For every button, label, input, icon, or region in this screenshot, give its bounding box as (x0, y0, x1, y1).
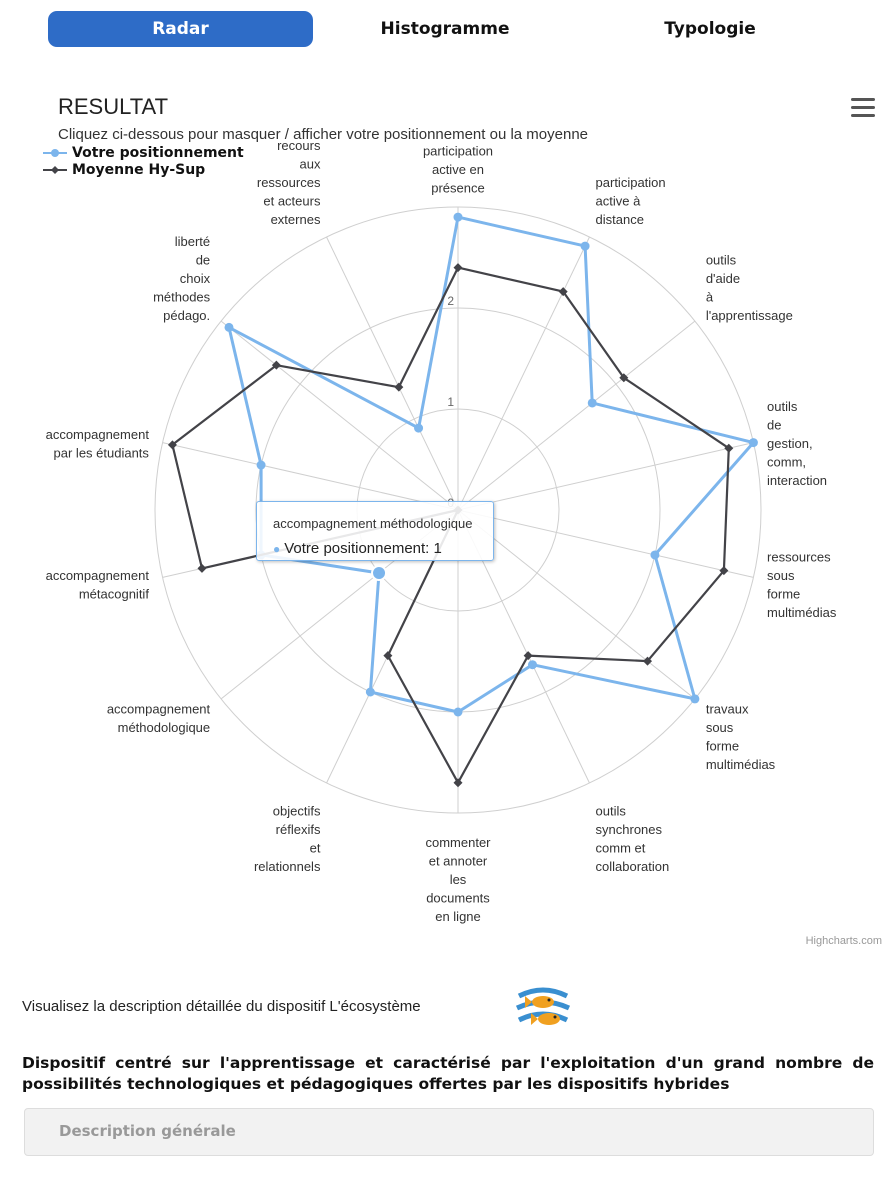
tooltip-title: accompagnement méthodologique (273, 516, 473, 531)
data-point-moyenne[interactable] (619, 373, 629, 383)
data-point-moyenne[interactable] (167, 440, 177, 450)
category-label: accompagnement métacognitif (46, 568, 150, 602)
chart-tooltip: accompagnement méthodologique ● Votre pos… (256, 501, 494, 561)
data-point-votre[interactable] (587, 398, 597, 408)
data-point-votre[interactable] (453, 707, 463, 717)
data-point-moyenne[interactable] (719, 566, 729, 576)
category-label: liberté de choix méthodes pédago. (153, 234, 211, 323)
data-point-moyenne[interactable] (523, 651, 533, 661)
category-label: ressources sous forme multimédias (767, 550, 837, 621)
category-label: travaux sous forme multimédias (706, 702, 776, 773)
tab-histogramme[interactable]: Histogramme (380, 19, 510, 39)
legend-label-moyenne: Moyenne Hy-Sup (72, 162, 206, 178)
data-point-votre[interactable] (580, 241, 590, 251)
tab-radar[interactable]: Radar (48, 11, 313, 47)
tooltip-value: Votre positionnement: 1 (284, 540, 442, 557)
legend-item-votre[interactable]: Votre positionnement (42, 145, 244, 161)
category-label: commenter et annoter les documents en ligne (425, 835, 491, 924)
description-link-text: Visualisez la description détaillée du d… (22, 998, 421, 1015)
grid-spoke (326, 236, 459, 511)
data-point-votre[interactable] (224, 322, 234, 332)
grid-spoke (457, 509, 754, 578)
device-description: Dispositif centré sur l'apprentissage et… (22, 1054, 874, 1093)
grid-spoke (220, 320, 459, 511)
data-point-votre[interactable] (527, 660, 537, 670)
data-point-votre[interactable] (748, 438, 758, 448)
data-point-votre[interactable] (690, 694, 700, 704)
data-point-moyenne[interactable] (383, 651, 393, 661)
data-point-votre[interactable] (650, 550, 660, 560)
y-tick-label: 1 (447, 395, 454, 409)
grid-spoke (162, 442, 459, 511)
hamburger-menu-icon[interactable] (851, 98, 875, 120)
legend-symbol-votre (43, 149, 67, 157)
category-label: outils synchrones comm et collaboration (596, 804, 670, 875)
category-label: participation active à distance (596, 175, 666, 227)
y-tick-label: 2 (447, 294, 454, 308)
data-point-moyenne[interactable] (197, 563, 207, 573)
grid-spoke (457, 509, 696, 700)
data-point-moyenne[interactable] (453, 263, 463, 273)
tab-typologie[interactable]: Typologie (664, 19, 756, 39)
series-line-votre (227, 215, 755, 714)
data-point-votre[interactable] (256, 460, 266, 470)
tooltip-body: ● Votre positionnement: 1 (273, 540, 442, 557)
category-label: accompagnement par les étudiants (46, 427, 150, 461)
description-generale-panel[interactable]: Description générale (24, 1108, 874, 1156)
data-point-moyenne[interactable] (724, 443, 734, 453)
category-label: participation active en présence (423, 144, 493, 196)
data-point-moyenne[interactable] (394, 382, 404, 392)
data-point-votre[interactable] (365, 687, 375, 697)
legend-item-moyenne[interactable]: Moyenne Hy-Sup (42, 162, 205, 178)
data-point-votre[interactable] (453, 212, 463, 222)
chart-subtitle: Cliquez ci-dessous pour masquer / affich… (58, 126, 589, 143)
grid-spoke (457, 442, 754, 511)
data-point-moyenne[interactable] (643, 656, 653, 666)
data-point-moyenne[interactable] (271, 360, 281, 370)
data-point-moyenne[interactable] (453, 778, 463, 788)
category-label: objectifs réflexifs et relationnels (254, 804, 321, 875)
category-label: outils de gestion, comm, interaction (767, 399, 827, 488)
data-point-moyenne[interactable] (558, 287, 568, 297)
highcharts-credit[interactable]: Highcharts.com (805, 935, 882, 947)
legend-label-votre: Votre positionnement (72, 145, 244, 161)
tooltip-dot-icon: ● (273, 542, 281, 556)
hovered-point[interactable] (371, 564, 388, 581)
fish-ecosystem-icon[interactable] (513, 980, 573, 1036)
grid-spoke (457, 236, 590, 511)
radar-chart: 012participationactive enprésencepartici… (46, 138, 837, 924)
data-point-votre[interactable] (414, 423, 424, 433)
category-label: accompagnement méthodologique (107, 702, 211, 736)
description-generale-label: Description générale (59, 1122, 236, 1140)
category-label: recours aux ressources et acteurs externes (257, 138, 321, 227)
grid-spoke (457, 320, 696, 511)
legend-symbol-moyenne (43, 166, 67, 174)
category-label: outils d'aide à l'apprentissage (706, 252, 793, 323)
chart-title: RESULTAT (58, 94, 169, 119)
